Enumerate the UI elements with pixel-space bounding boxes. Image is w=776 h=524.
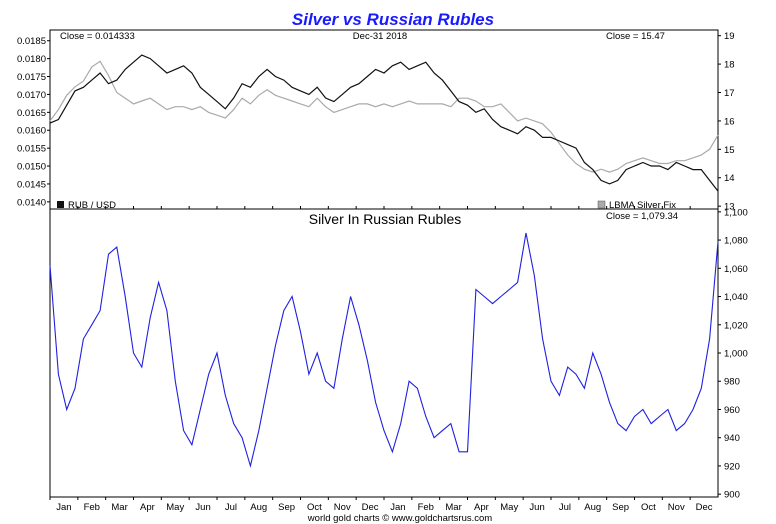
right-tick-label: 16 bbox=[724, 116, 735, 127]
lbma-silver-fix-line bbox=[49, 60, 719, 173]
x-tick-label: Feb bbox=[84, 502, 100, 513]
x-tick-label: Dec bbox=[696, 502, 713, 513]
left-tick-label: 0.0160 bbox=[17, 126, 46, 137]
left-tick-label: 0.0165 bbox=[17, 108, 46, 119]
left-tick-label: 0.0180 bbox=[17, 54, 46, 65]
x-tick-label: Apr bbox=[474, 502, 489, 513]
bottom-right-axis: 1,100 1,080 1,060 1,040 1,020 1,000 980 960 940 9… bbox=[718, 207, 748, 501]
footer-credit: world gold charts © www.goldchartsrus.co… bbox=[307, 513, 492, 524]
bottom-tick-label: 980 bbox=[724, 377, 740, 388]
left-tick-label: 0.0145 bbox=[17, 179, 46, 190]
bottom-tick-label: 1,040 bbox=[724, 292, 748, 303]
x-tick-label: Oct bbox=[307, 502, 322, 513]
left-tick-label: 0.0175 bbox=[17, 72, 46, 83]
bottom-close-label: Close = 1,079.34 bbox=[606, 211, 678, 222]
x-tick-label: Dec bbox=[362, 502, 379, 513]
right-tick-label: 15 bbox=[724, 145, 735, 156]
rub-usd-line bbox=[49, 54, 719, 192]
right-tick-label: 18 bbox=[724, 60, 735, 71]
top-left-axis: 0.0185 0.0180 0.0175 0.0170 0.0165 0.0160 0.01… bbox=[17, 36, 50, 208]
bottom-tick-label: 940 bbox=[724, 433, 740, 444]
x-tick-label: May bbox=[166, 502, 184, 513]
x-tick-label: Jun bbox=[195, 502, 210, 513]
chart-title: Silver vs Russian Rubles bbox=[292, 10, 494, 29]
bottom-tick-label: 1,100 bbox=[724, 207, 748, 218]
x-tick-label: May bbox=[500, 502, 518, 513]
x-axis: Jan Feb Mar Apr May Jun Jul Aug Sep Oct Nov Dec Jan F… bbox=[49, 206, 713, 513]
x-tick-label: Nov bbox=[334, 502, 351, 513]
bottom-tick-label: 1,020 bbox=[724, 320, 748, 331]
bottom-tick-label: 960 bbox=[724, 405, 740, 416]
bottom-tick-label: 1,080 bbox=[724, 236, 748, 247]
left-tick-label: 0.0140 bbox=[17, 197, 46, 208]
x-tick-label: Jun bbox=[529, 502, 544, 513]
legend-rub-swatch bbox=[57, 201, 64, 208]
left-close-label: Close = 0.014333 bbox=[60, 31, 135, 42]
left-tick-label: 0.0170 bbox=[17, 90, 46, 101]
x-tick-label: Oct bbox=[641, 502, 656, 513]
date-label: Dec-31 2018 bbox=[353, 31, 407, 42]
x-tick-label: Mar bbox=[111, 502, 127, 513]
bottom-panel-title: Silver In Russian Rubles bbox=[309, 211, 462, 227]
right-close-label: Close = 15.47 bbox=[606, 31, 665, 42]
top-panel: 0.0185 0.0180 0.0175 0.0170 0.0165 0.0160 0.01… bbox=[17, 29, 735, 213]
right-tick-label: 13 bbox=[724, 202, 735, 213]
silver-in-rubles-line bbox=[49, 232, 719, 469]
left-tick-label: 0.0155 bbox=[17, 144, 46, 155]
bottom-tick-label: 900 bbox=[724, 490, 740, 501]
x-tick-label: Apr bbox=[140, 502, 155, 513]
right-tick-label: 14 bbox=[724, 173, 735, 184]
left-tick-label: 0.0185 bbox=[17, 36, 46, 47]
top-right-axis: 19 18 17 16 15 14 13 bbox=[718, 31, 735, 213]
x-tick-label: Feb bbox=[418, 502, 434, 513]
left-tick-label: 0.0150 bbox=[17, 162, 46, 173]
x-tick-label: Sep bbox=[612, 502, 629, 513]
right-tick-label: 17 bbox=[724, 88, 735, 99]
x-tick-label: Aug bbox=[584, 502, 601, 513]
right-tick-label: 19 bbox=[724, 31, 735, 42]
x-tick-label: Jul bbox=[559, 502, 571, 513]
x-tick-label: Jul bbox=[225, 502, 237, 513]
bottom-tick-label: 920 bbox=[724, 461, 740, 472]
x-tick-label: Mar bbox=[445, 502, 461, 513]
x-tick-label: Nov bbox=[668, 502, 685, 513]
legend-silver-label: LBMA Silver Fix bbox=[609, 200, 676, 211]
x-tick-label: Jan bbox=[390, 502, 405, 513]
legend-silver-swatch bbox=[597, 200, 606, 209]
bottom-tick-label: 1,000 bbox=[724, 349, 748, 360]
legend-rub-label: RUB / USD bbox=[68, 200, 116, 211]
bottom-tick-label: 1,060 bbox=[724, 264, 748, 275]
x-tick-label: Sep bbox=[278, 502, 295, 513]
x-tick-label: Aug bbox=[250, 502, 267, 513]
x-tick-label: Jan bbox=[56, 502, 71, 513]
